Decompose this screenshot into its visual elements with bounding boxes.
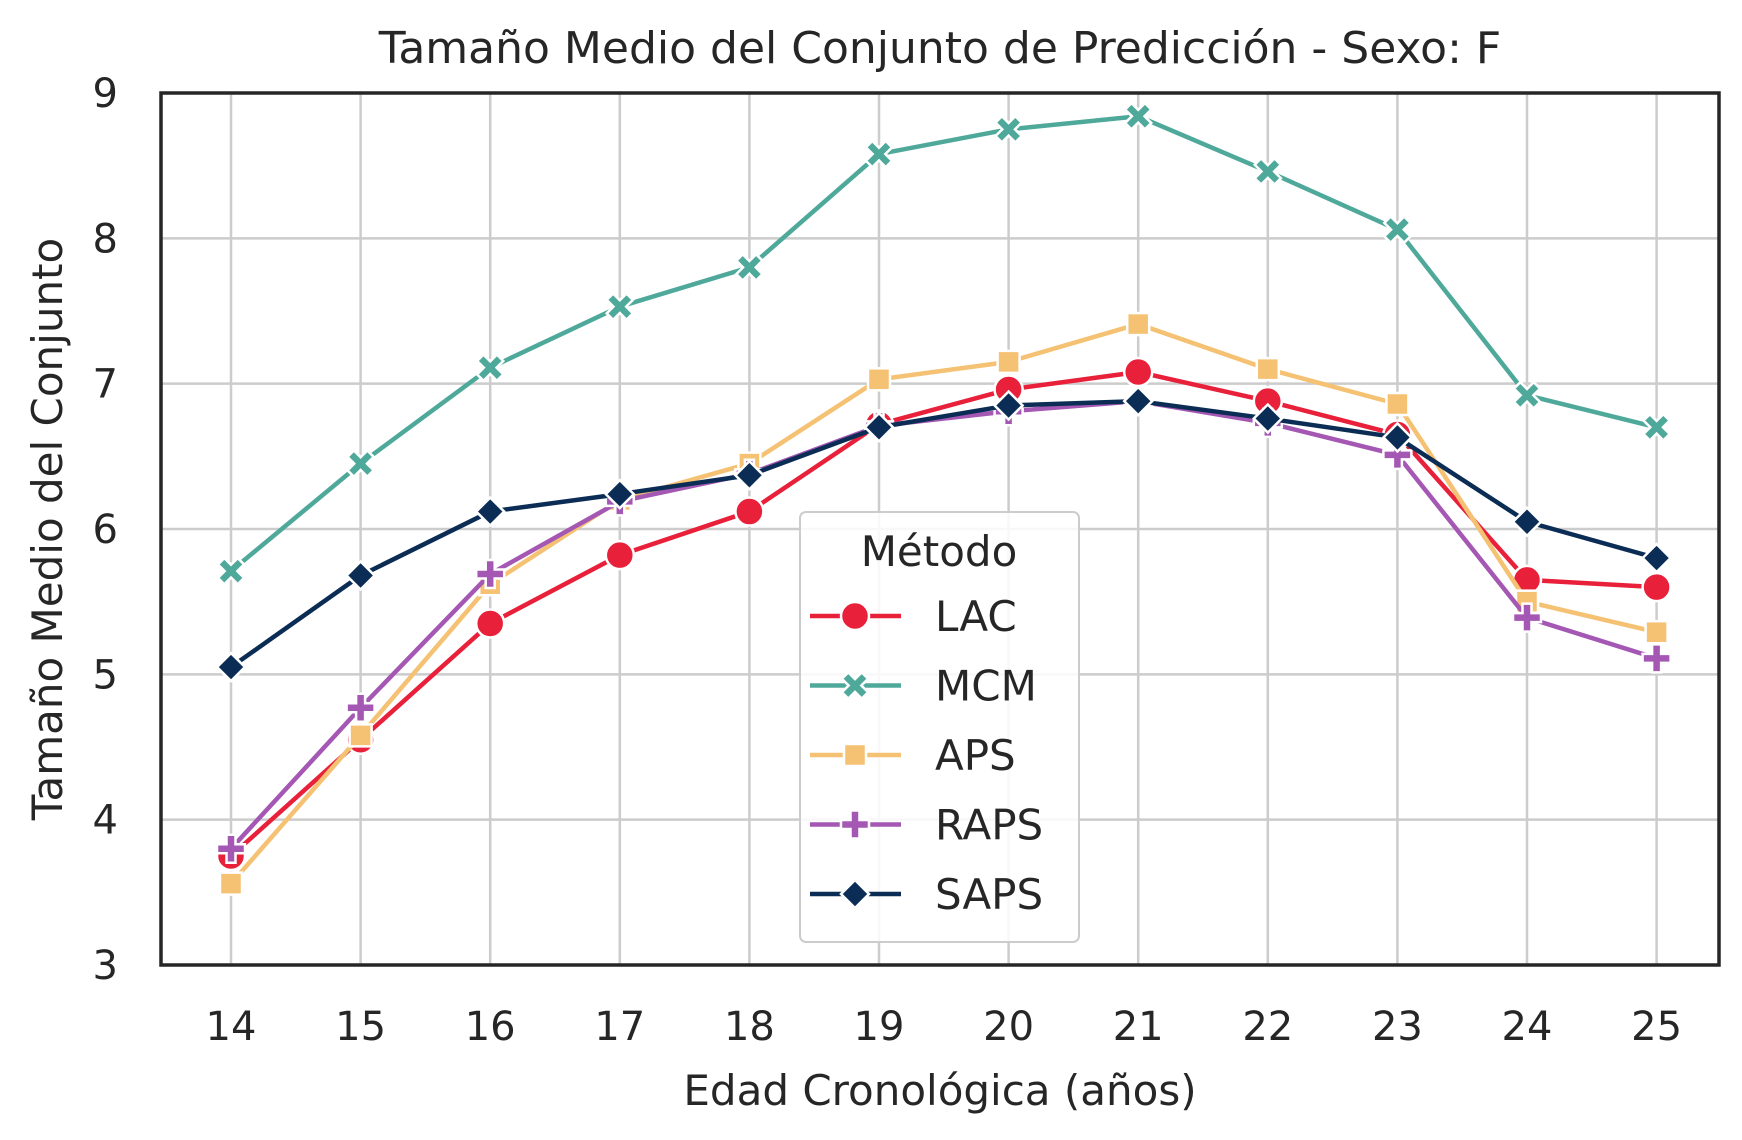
data-point <box>345 692 376 724</box>
data-point <box>1640 542 1673 574</box>
x-tick-label: 14 <box>206 1004 257 1050</box>
x-tick-label: 17 <box>594 1004 645 1050</box>
y-tick-label: 4 <box>93 798 118 844</box>
data-point <box>474 495 506 528</box>
data-point <box>993 114 1024 145</box>
data-point <box>1123 101 1154 132</box>
y-axis-label: Tamaño Medio del Conjunto <box>23 238 72 821</box>
x-tick-label: 19 <box>854 1004 905 1050</box>
legend-marker <box>842 742 868 768</box>
series-saps <box>215 385 1673 683</box>
data-point <box>1381 421 1414 454</box>
legend-marker <box>839 600 871 632</box>
legend: Método LAC MCM APS RAPS SAPS <box>799 511 1080 943</box>
y-tick-label: 5 <box>93 652 118 698</box>
data-point <box>218 871 244 896</box>
data-point <box>734 496 765 527</box>
data-point <box>1385 391 1410 417</box>
data-point <box>1255 356 1281 382</box>
y-tick-label: 9 <box>93 71 118 117</box>
data-point <box>474 608 506 639</box>
legend-label: MCM <box>935 662 1037 711</box>
series-layer <box>215 101 1673 896</box>
data-point <box>604 539 636 571</box>
data-point <box>992 389 1025 422</box>
legend-label: LAC <box>935 592 1017 641</box>
legend-item-mcm: MCM <box>810 662 1037 711</box>
x-tick-label: 15 <box>335 1004 386 1050</box>
data-point <box>1641 643 1672 674</box>
data-point <box>345 448 376 479</box>
legend-item-lac: LAC <box>810 592 1017 641</box>
x-tick-label: 16 <box>465 1004 516 1050</box>
data-point <box>215 651 247 683</box>
data-point <box>1122 356 1154 388</box>
legend-label: APS <box>935 731 1016 780</box>
series-mcm <box>216 101 1672 586</box>
data-point <box>1125 311 1151 337</box>
series-line <box>229 369 1657 858</box>
legend-marker <box>839 878 871 910</box>
legend-item-saps: SAPS <box>810 870 1043 919</box>
data-point <box>475 352 506 383</box>
data-point <box>1512 380 1542 411</box>
y-axis-ticks: 3 4 5 6 7 8 9 <box>93 71 118 989</box>
data-point <box>1382 439 1413 471</box>
data-point <box>1252 402 1284 435</box>
data-point <box>215 833 247 864</box>
data-point <box>866 367 892 392</box>
x-axis-label: Edad Cronológica (años) <box>683 1066 1196 1115</box>
x-tick-label: 25 <box>1631 1004 1682 1050</box>
data-point <box>604 291 635 322</box>
y-tick-label: 7 <box>93 362 118 408</box>
data-point <box>996 349 1021 375</box>
x-tick-label: 22 <box>1242 1004 1293 1050</box>
legend-marker <box>839 809 871 840</box>
data-point <box>864 139 894 169</box>
data-point <box>1382 214 1413 245</box>
data-point <box>216 556 246 586</box>
data-point <box>344 559 377 592</box>
data-point <box>1641 571 1672 603</box>
x-tick-label: 24 <box>1502 1004 1553 1050</box>
x-tick-label: 21 <box>1113 1004 1164 1050</box>
legend-title: Método <box>861 527 1018 576</box>
x-tick-label: 23 <box>1372 1004 1423 1050</box>
data-point <box>1641 412 1672 443</box>
series-line <box>229 398 1658 669</box>
data-point <box>1511 505 1543 538</box>
data-point <box>863 411 895 444</box>
legend-item-aps: APS <box>810 731 1016 780</box>
data-point <box>1511 602 1543 633</box>
legend-label: SAPS <box>935 870 1043 919</box>
chart-title: Tamaño Medio del Conjunto de Predicción … <box>378 23 1501 74</box>
x-tick-label: 20 <box>983 1004 1034 1050</box>
data-point <box>474 558 506 590</box>
x-axis-ticks: 14 15 16 17 18 19 20 21 22 23 24 25 <box>206 1004 1683 1050</box>
plot-frame <box>159 91 1721 967</box>
series-line <box>229 321 1658 886</box>
x-tick-label: 18 <box>724 1004 775 1050</box>
data-point <box>734 252 765 283</box>
data-point <box>1252 156 1283 187</box>
data-point <box>348 723 373 748</box>
legend-item-raps: RAPS <box>810 801 1043 850</box>
data-point <box>733 459 766 491</box>
data-point <box>1644 619 1669 645</box>
y-tick-label: 6 <box>93 507 118 553</box>
data-point <box>604 478 636 510</box>
series-line <box>229 114 1658 573</box>
y-tick-label: 3 <box>93 943 118 989</box>
legend-marker <box>840 670 870 701</box>
data-point <box>1122 385 1154 417</box>
y-tick-label: 8 <box>93 216 118 262</box>
legend-label: RAPS <box>935 801 1043 850</box>
